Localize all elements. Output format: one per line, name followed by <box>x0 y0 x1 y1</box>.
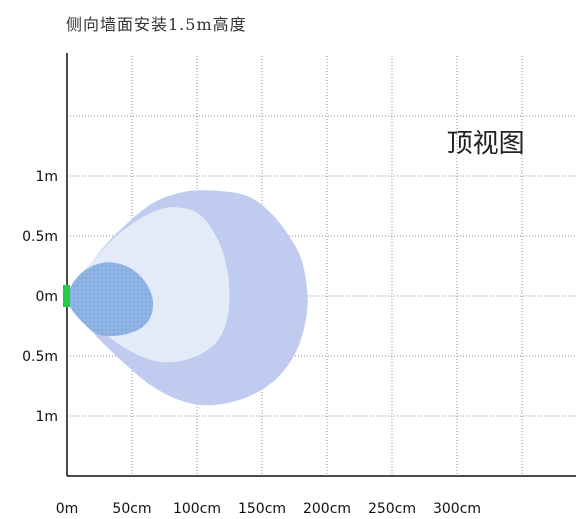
x-tick-label: 200cm <box>303 501 351 517</box>
sensor-marker <box>63 285 70 307</box>
annotations: 顶视图 <box>447 129 525 159</box>
x-tick-label: 300cm <box>433 501 481 517</box>
coverage-regions <box>67 190 308 406</box>
x-tick-label: 100cm <box>173 501 221 517</box>
y-tick-label: 0.5m <box>22 349 58 365</box>
x-tick-label: 0m <box>56 501 79 517</box>
view-label: 顶视图 <box>447 129 525 159</box>
inner-region-dot-texture <box>68 262 154 337</box>
y-tick-label: 1m <box>35 409 58 425</box>
y-tick-label: 0.5m <box>22 229 58 245</box>
y-tick-labels: 1m 0.5m 0m 0.5m 1m <box>22 169 58 425</box>
chart-title: 侧向墙面安装1.5m高度 <box>66 15 247 34</box>
x-tick-label: 250cm <box>368 501 416 517</box>
sensor-layer <box>63 285 70 307</box>
y-tick-label: 1m <box>35 169 58 185</box>
axes <box>66 53 576 477</box>
y-tick-label: 0m <box>35 289 58 305</box>
x-tick-label: 150cm <box>238 501 286 517</box>
x-tick-label: 50cm <box>112 501 151 517</box>
x-tick-labels: 0m 50cm 100cm 150cm 200cm 250cm 300cm <box>56 501 481 517</box>
